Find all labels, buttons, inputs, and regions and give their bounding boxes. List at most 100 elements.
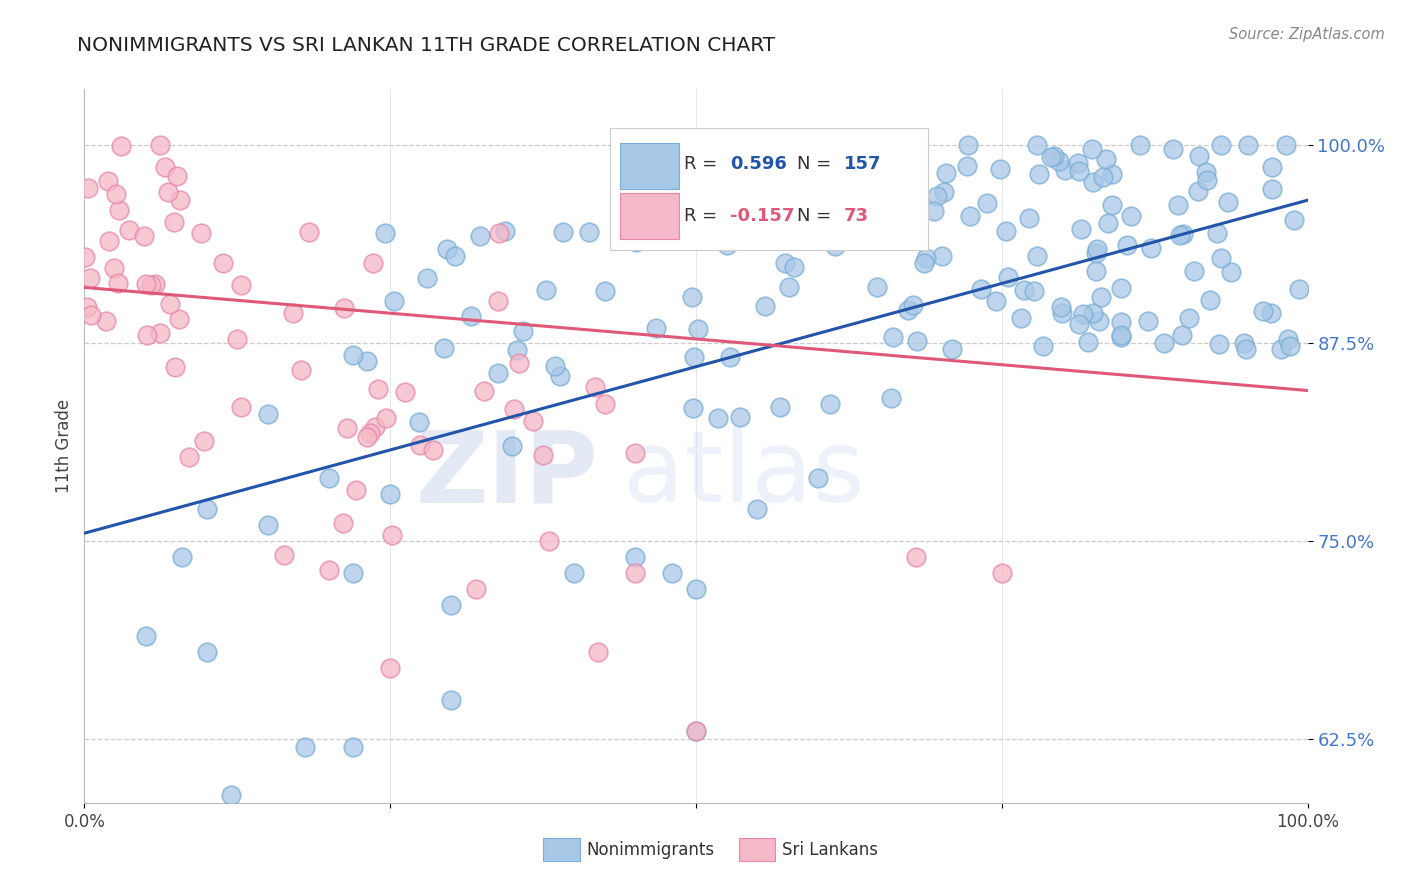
Point [716,237,738,252]
Text: -0.157: -0.157 [730,207,794,225]
Point [149,137,172,152]
Point [882,329,904,343]
Text: NONIMMIGRANTS VS SRI LANKAN 11TH GRADE CORRELATION CHART: NONIMMIGRANTS VS SRI LANKAN 11TH GRADE C… [77,36,776,54]
Point [1018,211,1040,225]
Point [1081,175,1104,189]
Point [440,692,463,706]
Point [1109,315,1132,329]
Text: Source: ZipAtlas.com: Source: ZipAtlas.com [1229,27,1385,42]
Point [110,138,132,153]
Point [394,384,416,399]
Point [318,563,340,577]
Point [1173,227,1195,242]
Point [344,483,367,497]
Point [195,645,218,659]
Point [970,282,993,296]
Point [959,209,981,223]
Text: atlas: atlas [623,426,865,523]
Point [550,369,572,384]
Point [135,629,157,643]
Point [1279,339,1302,353]
Point [1261,160,1284,174]
Point [76,300,98,314]
Point [754,300,776,314]
Point [645,320,668,334]
Point [107,276,129,290]
Point [94,314,117,328]
Point [172,549,194,564]
Point [342,566,364,580]
Point [912,256,935,270]
Point [76,181,98,195]
Point [139,277,162,292]
Point [1211,137,1233,152]
Point [903,298,925,312]
Point [444,249,467,263]
Point [342,740,364,755]
Point [578,225,600,239]
Point [226,332,249,346]
Point [1054,163,1077,178]
Point [332,301,354,315]
Point [986,294,1008,309]
Point [1050,300,1073,314]
Point [380,486,402,500]
Point [1282,212,1305,227]
Text: R =: R = [683,207,723,225]
Point [661,566,683,580]
Point [707,411,730,425]
Point [905,334,928,348]
Point [231,277,253,292]
Point [624,235,647,249]
Point [257,407,280,421]
Point [190,227,212,241]
Point [1067,164,1090,178]
Point [720,351,742,365]
Point [104,186,127,201]
Point [778,279,800,293]
Point [623,445,645,459]
Point [166,169,188,183]
Point [915,251,938,265]
Point [342,348,364,362]
Point [1022,284,1045,298]
Point [177,450,200,464]
Point [1187,184,1209,198]
Point [624,549,647,564]
Text: Nonimmigrants: Nonimmigrants [586,841,714,859]
Text: ZIP: ZIP [415,426,598,523]
Point [211,256,233,270]
Point [1237,137,1260,152]
Point [79,271,101,285]
Point [503,402,526,417]
Point [682,401,704,415]
Point [1188,149,1211,163]
FancyBboxPatch shape [620,193,679,239]
Point [382,294,405,309]
Point [1084,245,1107,260]
Point [103,261,125,276]
Point [934,185,956,199]
Point [143,277,166,291]
Point [157,185,180,199]
Point [905,549,928,564]
Point [1092,170,1115,185]
Point [336,421,359,435]
Point [1028,167,1050,181]
Point [193,434,215,449]
Point [956,160,979,174]
Point [681,290,703,304]
Point [356,354,378,368]
Point [1109,328,1132,343]
Point [159,296,181,310]
Point [135,277,157,292]
Point [408,415,430,429]
Point [880,391,903,405]
FancyBboxPatch shape [620,143,679,189]
Point [359,426,381,441]
Point [1109,281,1132,295]
Point [1209,251,1232,265]
Point [922,204,945,219]
Point [728,410,751,425]
Point [1043,149,1066,163]
